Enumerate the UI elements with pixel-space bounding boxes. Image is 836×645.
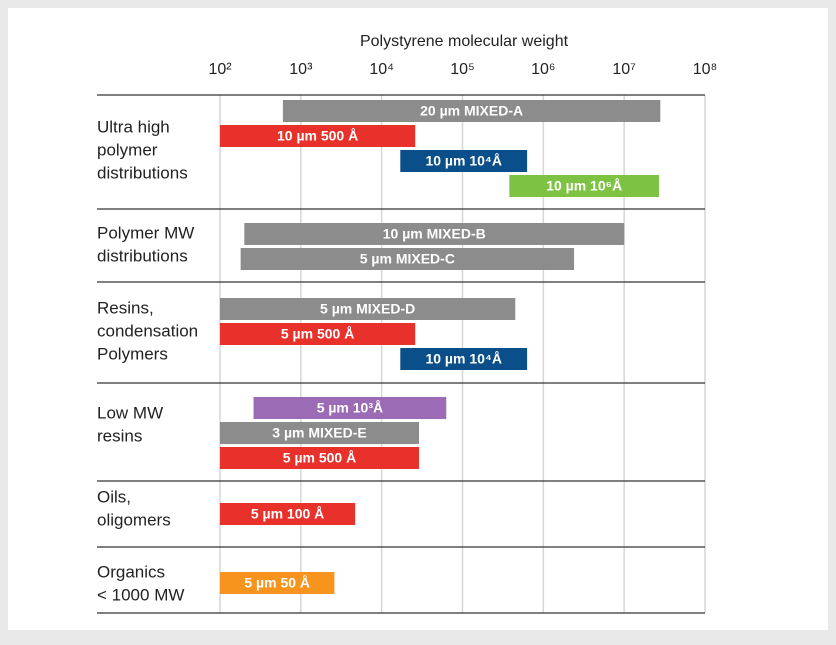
group-label: Polymers: [97, 344, 168, 363]
bar-label: 3 µm MIXED-E: [272, 425, 366, 441]
group-label: resins: [97, 426, 142, 445]
group-label: Low MW: [97, 403, 163, 422]
bar-label: 5 µm 500 Å: [283, 450, 356, 466]
group-label: Resins,: [97, 298, 154, 317]
x-tick-label: 10⁶: [531, 61, 555, 78]
bar-label: 10 µm MIXED-B: [383, 226, 486, 242]
range-bar: [400, 150, 528, 172]
group-label: Polymer MW: [97, 223, 194, 242]
bar-label: 10 µm 10⁶Å: [546, 178, 622, 194]
range-bar: [509, 175, 660, 197]
range-bar: [220, 447, 420, 469]
range-bar: [282, 100, 661, 122]
x-tick-label: 10⁸: [693, 61, 718, 78]
range-bar: [220, 572, 335, 594]
group-label: distributions: [97, 163, 188, 182]
x-tick-label: 10⁵: [450, 61, 474, 78]
bar-label: 10 µm 500 Å: [277, 128, 358, 144]
x-axis-title: Polystyrene molecular weight: [360, 33, 569, 50]
range-bar: [220, 503, 356, 525]
bar-label: 5 µm MIXED-D: [320, 301, 415, 317]
group-label: distributions: [97, 246, 188, 265]
bar-label: 10 µm 10⁴Å: [425, 153, 501, 169]
bar-label: 5 µm MIXED-C: [360, 251, 455, 267]
group-label: oligomers: [97, 510, 171, 529]
bar-label: 5 µm 50 Å: [244, 575, 310, 591]
group-label: condensation: [97, 321, 198, 340]
bar-label: 10 µm 10⁴Å: [425, 351, 501, 367]
range-bar: [400, 348, 528, 370]
group-label: Oils,: [97, 487, 131, 506]
bar-label: 20 µm MIXED-A: [420, 103, 523, 119]
group-label: Organics: [97, 562, 165, 581]
range-bar: [220, 323, 416, 345]
bar-label: 5 µm 100 Å: [251, 506, 324, 522]
x-tick-label: 10⁴: [369, 61, 394, 78]
range-bar: [220, 422, 420, 444]
bar-label: 5 µm 500 Å: [281, 326, 354, 342]
group-label: < 1000 MW: [97, 585, 184, 604]
group-label: polymer: [97, 140, 158, 159]
range-bar: [240, 248, 575, 270]
range-bar: [244, 223, 625, 245]
x-tick-label: 10³: [289, 61, 313, 78]
x-tick-label: 10⁷: [612, 61, 636, 78]
range-bar: [220, 125, 416, 147]
range-bar: [220, 298, 516, 320]
x-tick-label: 10²: [208, 61, 232, 78]
bar-label: 5 µm 10³Å: [317, 400, 383, 416]
range-bar: [253, 397, 447, 419]
group-label: Ultra high: [97, 117, 170, 136]
